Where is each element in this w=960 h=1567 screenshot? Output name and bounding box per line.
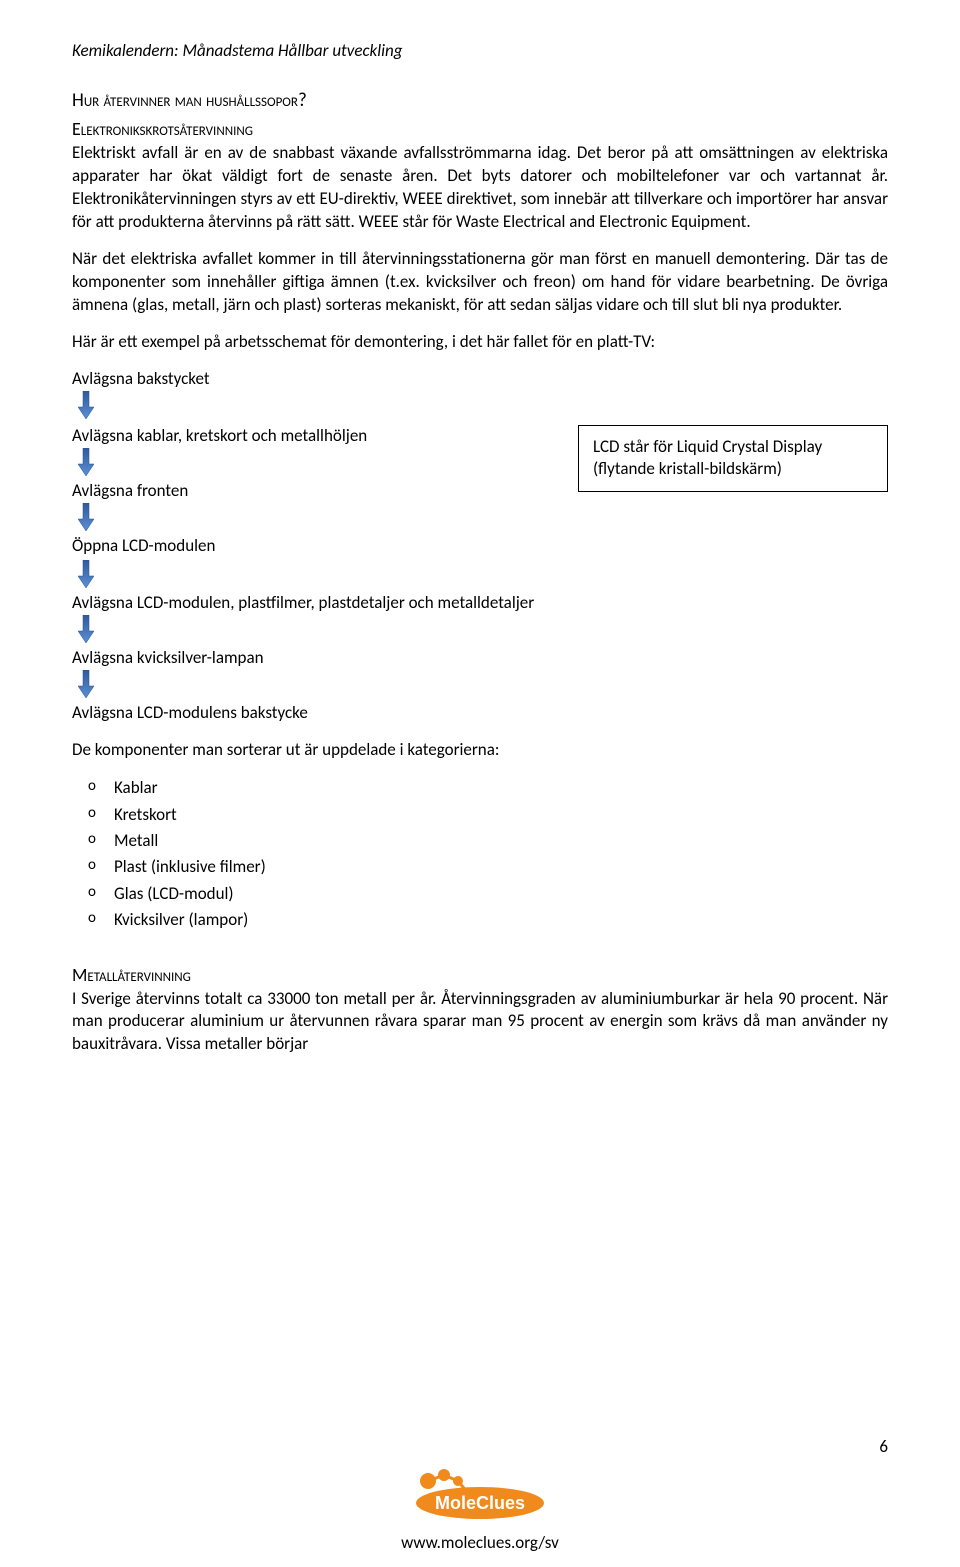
page-title: Hur återvinner man hushållssopor? [72,89,888,112]
flow-step: Avlägsna bakstycket [72,368,888,389]
paragraph: När det elektriska avfallet kommer in ti… [72,248,888,317]
flow-step: Avlägsna LCD-modulens bakstycke [72,702,888,723]
document-page: Kemikalendern: Månadstema Hållbar utveck… [0,0,960,1567]
logo-text: MoleClues [435,1493,525,1513]
footer-link[interactable]: www.moleclues.org/sv [0,1532,960,1553]
info-box-lcd: LCD står för Liquid Crystal Display (fly… [578,425,888,493]
arrow-down-icon [78,391,888,419]
flow-step: Avlägsna kvicksilver-lampan [72,647,888,668]
paragraph: I Sverige återvinns totalt ca 33000 ton … [72,988,888,1057]
arrow-down-icon [78,670,888,698]
arrow-down-icon [78,615,888,643]
doc-header: Kemikalendern: Månadstema Hållbar utveck… [72,40,888,61]
flow-step: Avlägsna kablar, kretskort och metallhöl… [72,425,558,446]
paragraph: De komponenter man sorterar ut är uppdel… [72,739,888,762]
arrow-down-icon [78,503,558,531]
list-item: Plast (inklusive filmer) [114,854,888,880]
list-item: Kretskort [114,802,888,828]
list-item: Glas (LCD-modul) [114,881,888,907]
page-number: 6 [879,1436,888,1457]
list-item: Metall [114,828,888,854]
list-item: Kvicksilver (lampor) [114,907,888,933]
arrow-down-icon [78,448,558,476]
flow-step: Öppna LCD-modulen [72,535,558,556]
footer: MoleClues www.moleclues.org/sv [0,1467,960,1553]
subheading-electronics: Elektronikskrotsåtervinning [72,118,888,140]
flow-step: Avlägsna LCD-modulen, plastfilmer, plast… [72,592,888,613]
subheading-metal: Metallåtervinning [72,964,888,986]
flow-step: Avlägsna fronten [72,480,558,501]
list-item: Kablar [114,775,888,801]
category-list: Kablar Kretskort Metall Plast (inklusive… [72,775,888,933]
paragraph: Här är ett exempel på arbetsschemat för … [72,331,888,354]
moleclues-logo: MoleClues [410,1467,550,1530]
flow-row: Avlägsna kablar, kretskort och metallhöl… [72,421,888,558]
arrow-down-icon [78,560,888,588]
paragraph: Elektriskt avfall är en av de snabbast v… [72,142,888,234]
